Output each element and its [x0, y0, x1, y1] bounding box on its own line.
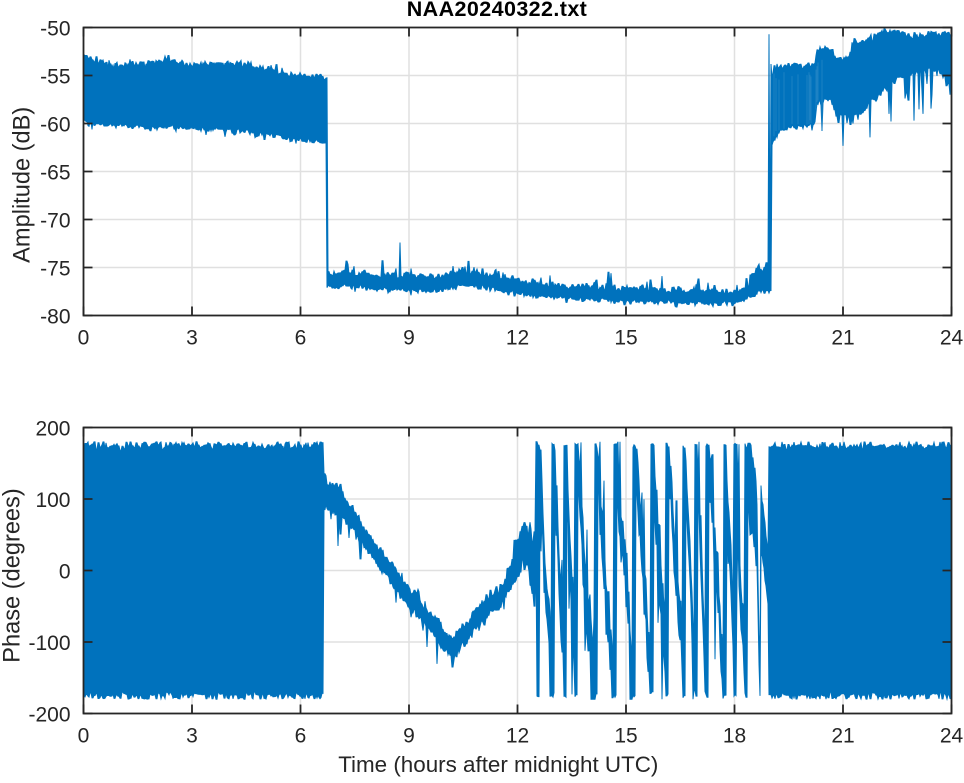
svg-text:12: 12: [506, 327, 529, 350]
svg-text:6: 6: [295, 725, 307, 748]
svg-text:18: 18: [723, 327, 746, 350]
svg-text:-100: -100: [28, 632, 70, 655]
svg-text:15: 15: [614, 327, 637, 350]
svg-text:-50: -50: [40, 18, 70, 41]
svg-text:-55: -55: [40, 66, 70, 89]
svg-text:Amplitude (dB): Amplitude (dB): [10, 107, 36, 263]
svg-text:9: 9: [403, 725, 415, 748]
svg-text:Time (hours after midnight UTC: Time (hours after midnight UTC): [338, 752, 658, 777]
svg-text:21: 21: [831, 327, 854, 350]
svg-text:3: 3: [186, 725, 198, 748]
svg-text:NAA20240322.txt: NAA20240322.txt: [407, 0, 588, 21]
svg-text:200: 200: [35, 418, 70, 441]
svg-text:24: 24: [940, 725, 964, 748]
svg-text:-70: -70: [40, 210, 70, 233]
svg-text:24: 24: [940, 327, 964, 350]
svg-text:0: 0: [78, 327, 90, 350]
svg-text:Phase (degrees): Phase (degrees): [0, 488, 26, 662]
svg-text:21: 21: [831, 725, 854, 748]
svg-text:3: 3: [186, 327, 198, 350]
svg-text:0: 0: [59, 561, 71, 584]
svg-text:15: 15: [614, 725, 637, 748]
svg-text:9: 9: [403, 327, 415, 350]
svg-text:0: 0: [78, 725, 90, 748]
svg-text:12: 12: [506, 725, 529, 748]
svg-text:-80: -80: [40, 306, 70, 329]
svg-text:6: 6: [295, 327, 307, 350]
svg-text:18: 18: [723, 725, 746, 748]
svg-text:-65: -65: [40, 162, 70, 185]
svg-text:-75: -75: [40, 258, 70, 281]
svg-text:-200: -200: [28, 704, 70, 727]
svg-text:100: 100: [35, 489, 70, 512]
svg-text:-60: -60: [40, 114, 70, 137]
